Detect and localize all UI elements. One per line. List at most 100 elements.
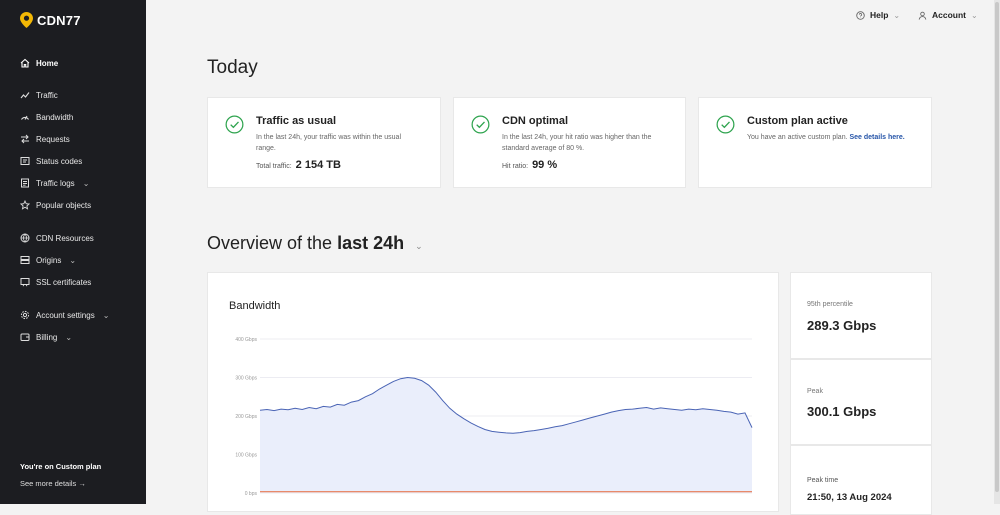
status-codes-icon [20,157,30,165]
account-menu[interactable]: Account ⌄ [918,10,978,20]
see-more-details-label: See more details [20,479,77,488]
help-label: Help [870,10,889,20]
see-more-details-link[interactable]: See more details → [20,479,86,488]
logo[interactable]: CDN77 [20,12,81,28]
stat-label: 95th percentile [807,301,853,308]
certificate-icon [20,278,30,287]
card-description-text: You have an active custom plan. [747,134,848,141]
sidebar-item-home[interactable]: Home [20,58,140,68]
page-title: Today [207,57,258,78]
sidebar-item-label: Billing [36,332,58,342]
globe-icon [20,233,30,243]
sidebar-item-label: Popular objects [36,200,92,210]
stat-peak: Peak 300.1 Gbps [790,359,932,445]
help-menu[interactable]: Help ⌄ [856,10,900,20]
sidebar-item-label: Origins [36,255,62,265]
sidebar-item-label: Traffic [36,90,58,100]
chevron-down-icon: ⌄ [82,178,90,188]
sidebar-item-billing[interactable]: Billing ⌄ [20,332,140,342]
check-circle-icon [716,115,735,134]
bandwidth-series-line [259,376,753,434]
check-circle-icon [225,115,244,134]
stat-value: 289.3 Gbps [807,318,877,333]
overview-heading[interactable]: Overview of the last 24h ⌄ [207,233,423,254]
sidebar-item-label: Requests [36,134,70,144]
user-icon [918,11,927,20]
stat-label: Peak time [807,477,839,484]
sidebar-item-label: Home [36,58,59,68]
bandwidth-icon [21,115,29,120]
scrollbar-thumb[interactable] [995,2,999,492]
sidebar-item-popular-objects[interactable]: Popular objects [20,200,140,210]
stat-label: Peak [807,388,823,395]
bandwidth-title: Bandwidth [229,300,281,312]
stat-peak-time: Peak time 21:50, 13 Aug 2024 [790,445,932,515]
sidebar-item-label: Status codes [36,156,83,166]
home-icon [20,58,30,68]
plan-text: You're on Custom plan [20,462,102,471]
card-description: You have an active custom plan. See deta… [747,132,927,143]
chevron-down-icon: ⌄ [69,255,77,265]
card-metric: Hit ratio: 99 % [502,159,557,171]
y-tick-label: 300 Gbps [235,376,257,382]
stat-95th-percentile: 95th percentile 289.3 Gbps [790,272,932,359]
bandwidth-panel: Bandwidth 400 Gbps 300 Gbps 200 Gbps 100 Gb… [207,272,779,512]
sidebar-item-traffic-logs[interactable]: Traffic logs ⌄ [20,178,140,188]
sidebar-item-label: Account settings [36,310,95,320]
sidebar-item-label: SSL certificates [36,277,92,287]
card-title: Custom plan active [747,115,848,127]
location-pin-icon [20,12,33,28]
card-title: Traffic as usual [256,115,337,127]
sidebar-item-status-codes[interactable]: Status codes [20,156,140,166]
server-icon [20,256,30,264]
metric-value: 99 % [532,159,558,171]
gear-icon [20,310,30,320]
sidebar: CDN77 Home Traffic Bandwidth Requests St… [0,0,146,504]
sidebar-item-ssl-certificates[interactable]: SSL certificates [20,277,140,287]
star-icon [20,200,30,210]
sidebar-item-traffic[interactable]: Traffic [20,90,140,100]
traffic-icon [20,92,30,99]
card-description: In the last 24h, your traffic was within… [256,134,402,152]
metric-label: Total traffic: [256,163,292,170]
y-tick-label: 200 Gbps [235,414,257,420]
metric-label: Hit ratio: [502,163,529,170]
traffic-logs-icon [21,178,29,188]
chevron-down-icon: ⌄ [971,10,978,20]
wallet-icon [20,333,30,341]
sidebar-item-cdn-resources[interactable]: CDN Resources [20,233,140,243]
chevron-down-icon: ⌄ [415,241,423,251]
traffic-status-card: Traffic as usual In the last 24h, your t… [207,97,441,188]
plan-status-card: Custom plan active You have an active cu… [698,97,932,188]
sidebar-item-bandwidth[interactable]: Bandwidth [20,112,140,122]
y-tick-label: 100 Gbps [235,453,257,459]
sidebar-item-origins[interactable]: Origins ⌄ [20,255,140,265]
account-label: Account [932,10,966,20]
stat-value: 21:50, 13 Aug 2024 [807,492,892,503]
help-icon [856,10,865,20]
chevron-down-icon: ⌄ [893,10,901,20]
chevron-down-icon: ⌄ [65,332,73,342]
bandwidth-area-fill [260,377,752,493]
stat-value: 300.1 Gbps [807,404,877,419]
bandwidth-chart: 400 Gbps 300 Gbps 200 Gbps 100 Gbps 0 bps [235,337,753,497]
scrollbar[interactable] [994,0,1000,504]
sidebar-item-label: Traffic logs [36,178,75,188]
brand-name: CDN77 [37,12,81,28]
chevron-down-icon: ⌄ [102,310,110,320]
card-metric: Total traffic: 2 154 TB [256,159,341,171]
overview-period: last 24h [337,233,405,253]
metric-value: 2 154 TB [295,159,341,171]
card-title: CDN optimal [502,115,568,127]
card-description: In the last 24h, your hit ratio was high… [502,134,652,152]
cdn-status-card: CDN optimal In the last 24h, your hit ra… [453,97,686,188]
y-tick-label: 0 bps [245,491,258,497]
see-details-link[interactable]: See details here. [849,134,905,141]
check-circle-icon [471,115,490,134]
overview-prefix: Overview of the [207,233,333,253]
sidebar-item-label: Bandwidth [36,112,74,122]
y-tick-label: 400 Gbps [235,337,257,343]
sidebar-item-requests[interactable]: Requests [20,134,140,144]
requests-icon [21,134,29,144]
sidebar-item-account-settings[interactable]: Account settings ⌄ [20,310,140,320]
